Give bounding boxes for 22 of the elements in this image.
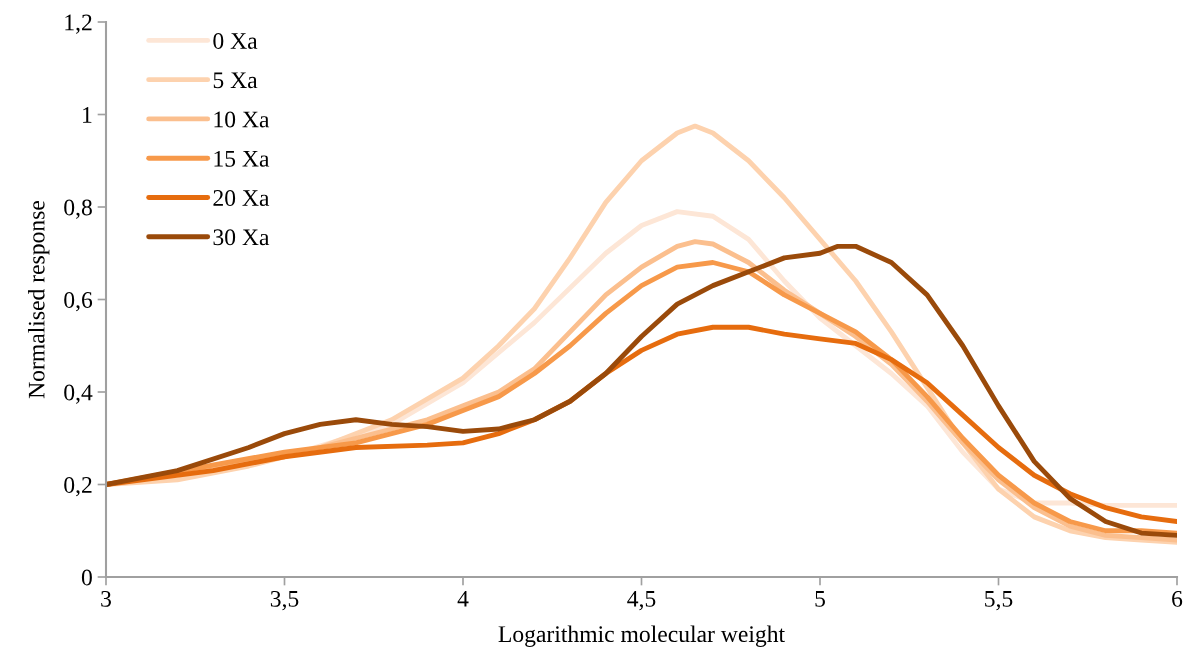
legend-label: 15 Xa	[214, 150, 270, 167]
x-tick-label: 4	[457, 591, 469, 607]
x-axis-title: Logarithmic molecular weight	[498, 625, 785, 647]
legend-label: 10 Xa	[214, 111, 270, 128]
y-tick-label: 0,2	[64, 476, 92, 497]
x-tick-label: 5,5	[985, 591, 1013, 611]
y-tick-label: 0,4	[64, 384, 93, 404]
y-tick-label: 1,2	[65, 14, 92, 34]
legend-label: 20 Xa	[213, 190, 270, 206]
x-tick-label: 4,5	[627, 591, 656, 611]
y-tick-label: 1	[83, 107, 92, 123]
x-tick-label: 5	[815, 591, 825, 607]
legend-label: 0 Xa	[213, 32, 258, 49]
y-tick-label: 0,6	[64, 291, 93, 312]
legend-label: 30 Xa	[213, 229, 270, 246]
y-axis-title: Normalised response	[27, 200, 50, 399]
x-tick-label: 3,5	[270, 590, 299, 611]
y-tick-label: 0	[81, 569, 92, 586]
y-tick-label: 0,8	[64, 199, 92, 219]
legend-label: 5 Xa	[213, 72, 258, 89]
x-tick-label: 3	[101, 590, 111, 607]
x-tick-label: 6	[1172, 590, 1183, 607]
